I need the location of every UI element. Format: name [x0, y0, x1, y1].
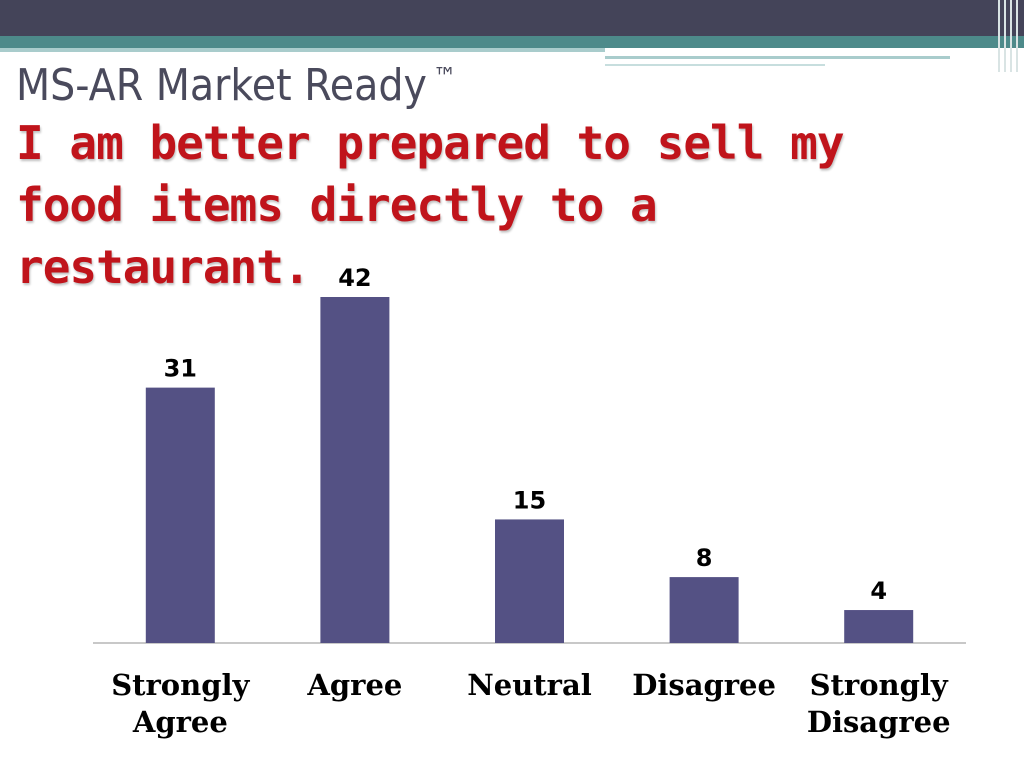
- data-label-group: 31 42 15 8 4: [164, 264, 887, 605]
- category-label-line: Strongly: [111, 668, 250, 702]
- bar-group: [145, 297, 914, 643]
- header-dark-band: [0, 0, 1024, 36]
- data-label-neutral: 15: [513, 486, 546, 514]
- bar-agree: [320, 297, 390, 643]
- data-label-disagree: 8: [696, 544, 713, 572]
- category-label-agree: Agree: [306, 668, 402, 702]
- header-rib-decoration: [994, 0, 1024, 72]
- category-label-line: Agree: [132, 705, 228, 739]
- bar-neutral: [495, 519, 564, 643]
- category-label-strongly-agree: Strongly Agree: [111, 668, 250, 739]
- category-label-line: Agree: [306, 668, 402, 702]
- category-label-line: Neutral: [467, 668, 592, 702]
- bar-strongly-agree: [145, 387, 215, 643]
- header-teal-band: [0, 36, 1024, 48]
- data-label-agree: 42: [338, 264, 371, 292]
- category-label-strongly-disagree: Strongly Disagree: [807, 668, 951, 739]
- category-label-line: Disagree: [632, 668, 776, 702]
- slide-title-text: MS-AR Market Ready: [16, 60, 427, 111]
- category-label-disagree: Disagree: [632, 668, 776, 702]
- category-label-line: Strongly: [810, 668, 949, 702]
- header-accent-line: [605, 56, 950, 59]
- data-label-strongly-disagree: 4: [870, 577, 887, 605]
- slide-title: MS-AR Market Ready ™: [16, 50, 456, 114]
- bar-disagree: [669, 577, 739, 643]
- header-accent-line-secondary: [605, 64, 825, 66]
- category-label-line: Disagree: [807, 705, 951, 739]
- category-label-neutral: Neutral: [467, 668, 592, 702]
- header-accent-strip: [0, 48, 605, 52]
- slide-subtitle: I am better prepared to sell my food ite…: [16, 116, 845, 294]
- data-label-strongly-agree: 31: [164, 355, 197, 383]
- trademark-symbol: ™: [432, 63, 457, 93]
- bar-strongly-disagree: [844, 610, 914, 643]
